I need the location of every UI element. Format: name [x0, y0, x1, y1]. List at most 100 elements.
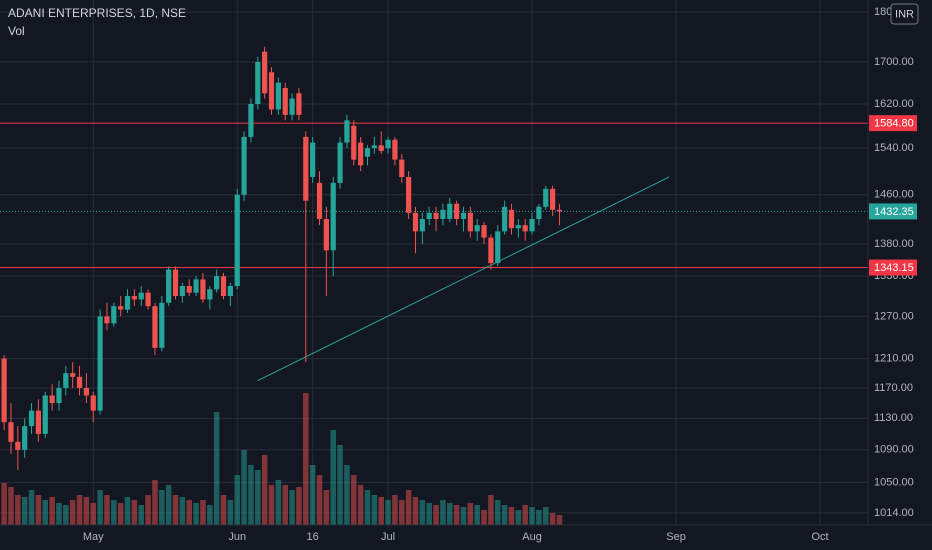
volume-bar: [392, 495, 398, 525]
candle-body: [515, 225, 521, 229]
volume-bar: [357, 485, 364, 525]
volume-bar: [124, 497, 131, 525]
candle-body: [193, 279, 199, 293]
candle-body: [467, 212, 473, 232]
candle-body: [474, 225, 480, 232]
volume-bar: [481, 510, 487, 525]
volume-bar: [309, 465, 316, 525]
candle-body: [131, 296, 137, 300]
candle-body: [179, 286, 185, 297]
candle-body: [310, 142, 316, 177]
candle-body: [529, 218, 535, 232]
candle-body: [337, 142, 343, 183]
candle-body: [502, 206, 508, 232]
y-tick-label: 1090.00: [874, 444, 914, 456]
candle-body: [227, 286, 233, 297]
volume-bar: [296, 487, 302, 525]
level-badge: [869, 115, 917, 132]
chart-title: ADANI ENTERPRISES, 1D, NSE: [8, 6, 186, 20]
candle-body: [454, 203, 460, 219]
volume-bar: [508, 507, 515, 525]
volume-bar: [83, 497, 90, 525]
volume-bar: [200, 500, 206, 525]
x-tick-label: May: [83, 531, 104, 543]
candle-body: [426, 212, 432, 219]
lines-layer: [0, 122, 868, 382]
candle-body: [289, 98, 295, 115]
volume-bar: [213, 412, 220, 525]
candle-body: [90, 395, 96, 411]
candle-body: [364, 148, 371, 157]
currency-badge[interactable]: [890, 3, 919, 25]
candle-body: [399, 159, 405, 177]
candle-body: [42, 395, 48, 434]
volume-bar: [193, 503, 199, 525]
volume-bar: [495, 500, 501, 525]
volume-bar: [364, 490, 371, 525]
volume-bar: [15, 495, 21, 525]
candle-body: [481, 225, 487, 238]
volume-bar: [330, 430, 336, 525]
candle-body: [207, 289, 213, 300]
volume-bar: [467, 503, 474, 525]
candle-body: [433, 212, 439, 219]
candle-body: [234, 194, 240, 287]
volume-bar: [131, 500, 138, 525]
candle-body: [49, 395, 55, 404]
trendline: [257, 176, 670, 382]
candle-body: [378, 145, 384, 152]
candle-body: [200, 279, 206, 300]
volume-bar: [488, 495, 494, 525]
candle-body: [316, 182, 323, 219]
volume-bar: [111, 500, 117, 525]
x-tick-label: Aug: [522, 531, 542, 543]
y-tick-label: 1170.00: [874, 382, 913, 394]
x-tick-label: Jul: [381, 531, 395, 543]
volume-bar: [522, 505, 528, 525]
volume-bar: [268, 485, 275, 525]
candle-body: [248, 103, 254, 137]
x-tick-label: Oct: [811, 531, 828, 543]
volume-bar: [63, 505, 69, 525]
candle-body: [124, 296, 131, 310]
volume-bar: [172, 495, 179, 525]
level-badge: [869, 259, 917, 276]
candle-body: [28, 410, 35, 427]
candle-body: [111, 306, 117, 324]
candle-body: [371, 145, 377, 149]
candle-body: [262, 51, 268, 94]
volume-bar: [255, 470, 261, 525]
y-tick-label: 1014.00: [874, 507, 914, 519]
candle-body: [508, 209, 515, 229]
volume-bar: [90, 503, 96, 525]
volume-bar: [21, 497, 28, 525]
candle-body: [550, 188, 556, 210]
volume-bar: [117, 503, 124, 525]
candle-body: [83, 387, 89, 396]
volume-bar: [76, 495, 83, 525]
candle-body: [22, 426, 28, 450]
volume-bar: [289, 490, 295, 525]
volume-bar: [159, 490, 165, 525]
volume-bar: [556, 515, 563, 525]
volume-bar: [453, 505, 460, 525]
candle-body: [1, 358, 7, 423]
candle-body: [351, 125, 357, 160]
axis-layer: 1800.001700.001620.001540.001460.001380.…: [83, 6, 917, 543]
y-tick-label: 1540.00: [874, 142, 914, 154]
level-label: 1343.15: [874, 262, 914, 274]
volume-bar: [385, 500, 391, 525]
volume-bar: [220, 495, 227, 525]
y-tick-label: 1210.00: [874, 353, 914, 365]
y-tick-label: 1380.00: [874, 238, 914, 250]
candle-body: [145, 292, 151, 307]
candle-body: [118, 306, 124, 310]
volume-bar: [261, 455, 268, 525]
candle-body: [8, 422, 14, 442]
volume-bar: [529, 507, 535, 525]
y-tick-label: 1700.00: [874, 56, 914, 68]
candle-body: [63, 373, 69, 388]
candle-body: [104, 316, 110, 324]
